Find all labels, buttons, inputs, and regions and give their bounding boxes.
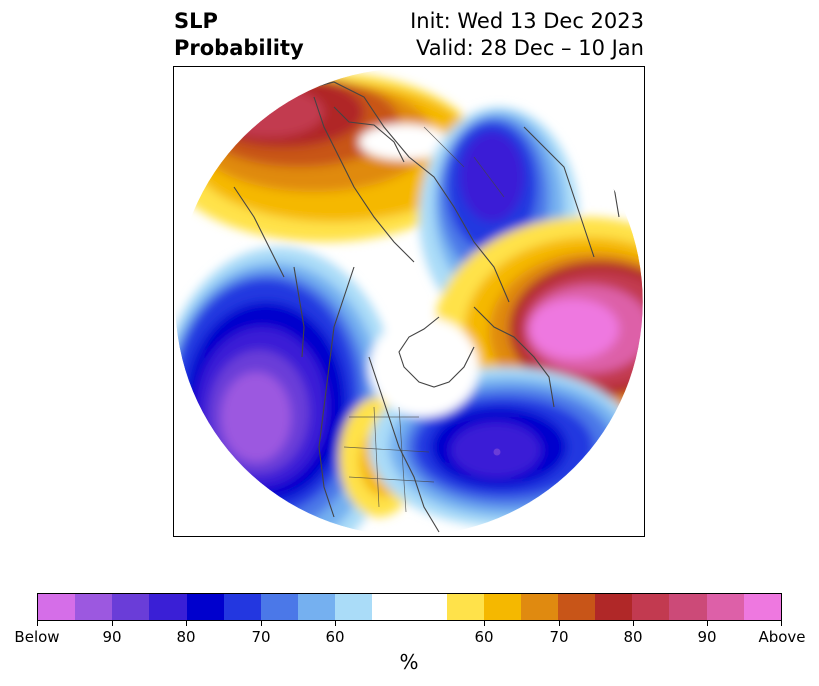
valid-range: Valid: 28 Dec – 10 Jan bbox=[415, 36, 644, 60]
colorbar-tick-label: Below bbox=[14, 628, 60, 646]
colorbar-tick-label: 90 bbox=[697, 628, 717, 646]
colorbar-tick-label: 80 bbox=[623, 628, 643, 646]
colorbar-segment bbox=[75, 594, 113, 620]
colorbar-segment bbox=[149, 594, 187, 620]
colorbar-segment bbox=[38, 594, 76, 620]
colorbar-segment bbox=[335, 594, 373, 620]
neutral-region-canada bbox=[369, 317, 479, 417]
colorbar-segment bbox=[446, 594, 484, 620]
coastlines bbox=[233, 76, 620, 533]
colorbar-tick-label: 90 bbox=[102, 628, 122, 646]
colorbar bbox=[37, 593, 782, 621]
max-probability-marker bbox=[493, 448, 501, 456]
colorbar-segment bbox=[632, 594, 670, 620]
colorbar-segment bbox=[223, 594, 261, 620]
colorbar-segment bbox=[260, 594, 298, 620]
colorbar-tick bbox=[112, 621, 113, 626]
colorbar-tick-label: 70 bbox=[549, 628, 569, 646]
colorbar-segment bbox=[112, 594, 150, 620]
borders bbox=[343, 126, 505, 513]
colorbar-tick-label: Above bbox=[758, 628, 806, 646]
neutral-region-arctic bbox=[359, 124, 449, 160]
colorbar-tick bbox=[484, 621, 485, 626]
colorbar-segment bbox=[669, 594, 707, 620]
title-variable: SLP bbox=[174, 9, 218, 33]
colorbar-tick-label: 80 bbox=[176, 628, 196, 646]
colorbar-tick-label: 70 bbox=[251, 628, 271, 646]
colorbar-segment bbox=[520, 594, 558, 620]
colorbar-tick-label: 60 bbox=[325, 628, 345, 646]
colorbar-tick bbox=[186, 621, 187, 626]
colorbar-segment bbox=[743, 594, 781, 620]
title-type: Probability bbox=[174, 36, 304, 60]
colorbar-unit-label: % bbox=[399, 650, 419, 674]
probability-map bbox=[174, 67, 644, 536]
colorbar-tick bbox=[335, 621, 336, 626]
title-left: SLP Probability bbox=[174, 8, 304, 62]
colorbar-segment bbox=[557, 594, 596, 620]
colorbar-tick bbox=[37, 621, 38, 626]
title-right: Init: Wed 13 Dec 2023 Valid: 28 Dec – 10… bbox=[410, 8, 644, 62]
colorbar-segment bbox=[483, 594, 521, 620]
colorbar-tick bbox=[707, 621, 708, 626]
colorbar-segment bbox=[706, 594, 744, 620]
init-date: Init: Wed 13 Dec 2023 bbox=[410, 9, 644, 33]
colorbar-tick bbox=[781, 621, 782, 626]
colorbar-tick-label: 60 bbox=[474, 628, 494, 646]
colorbar-segment bbox=[186, 594, 224, 620]
colorbar-segment bbox=[297, 594, 336, 620]
colorbar-tick bbox=[559, 621, 560, 626]
colorbar-tick bbox=[261, 621, 262, 626]
colorbar-tick bbox=[633, 621, 634, 626]
colorbar-segment bbox=[595, 594, 633, 620]
colorbar-segment bbox=[372, 594, 447, 620]
map-frame bbox=[173, 66, 645, 537]
